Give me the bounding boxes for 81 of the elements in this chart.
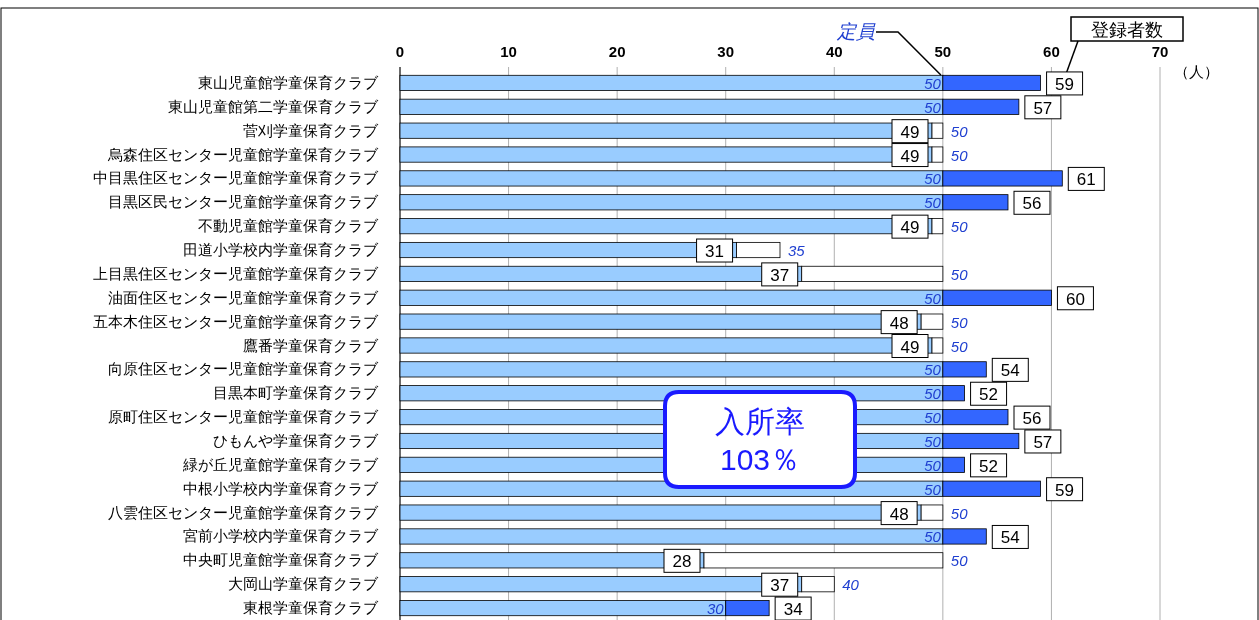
data-label: 49 <box>900 218 920 238</box>
x-tick-label: 70 <box>1151 43 1169 60</box>
x-tick-label: 0 <box>395 43 405 60</box>
annotation: 61 <box>1076 170 1096 190</box>
annotation: 50 <box>950 504 969 522</box>
y-tick-label: 東根学童保育クラブ <box>243 599 379 617</box>
y-tick-label: 向原住区センター児童館学童保育クラブ <box>108 360 379 378</box>
x-tick-label: 50 <box>934 43 952 60</box>
data-label: 31 <box>705 242 725 262</box>
data-label: 49 <box>900 122 920 142</box>
y-tick-label: 東山児童館第二学童保育クラブ <box>168 97 379 115</box>
annotation: 57 <box>1033 98 1053 118</box>
data-label: 30 <box>707 600 725 618</box>
x-tick-label: 40 <box>825 43 843 60</box>
y-tick-label: ひもんや学童保育クラブ <box>213 431 379 449</box>
y-tick-label: 不動児童館学童保育クラブ <box>198 217 379 235</box>
y-tick-label: 目黒区民センター児童館学童保育クラブ <box>108 193 379 211</box>
data-label: 50 <box>924 361 942 379</box>
data-label: 37 <box>770 265 790 285</box>
y-tick-label: 田道小学校内学童保育クラブ <box>183 241 379 259</box>
y-tick-label: 中根小学校内学童保育クラブ <box>183 479 379 497</box>
annotation: 50 <box>950 218 969 236</box>
data-label: 48 <box>889 504 909 524</box>
x-tick-label: 20 <box>608 43 626 60</box>
y-tick-label: 中目黒住区センター児童館学童保育クラブ <box>93 169 379 187</box>
annotation: 50 <box>950 146 969 164</box>
annotation: 50 <box>950 122 969 140</box>
data-label: 50 <box>924 385 942 403</box>
y-tick-label: 中央町児童館学童保育クラブ <box>183 551 379 569</box>
data-label: 50 <box>924 409 942 427</box>
x-tick-label: 30 <box>717 43 735 60</box>
y-tick-label: 烏森住区センター児童館学童保育クラブ <box>107 145 379 163</box>
data-label: 50 <box>924 289 942 307</box>
annotation: 50 <box>950 265 969 283</box>
y-tick-label: 東山児童館学童保育クラブ <box>198 73 379 91</box>
annotation: 60 <box>1065 289 1085 309</box>
y-tick-label: 鷹番学童保育クラブ <box>243 336 379 354</box>
annotation: 56 <box>1022 409 1042 429</box>
y-tick-label: 上目黒住区センター児童館学童保育クラブ <box>93 264 379 282</box>
y-tick-label: 八雲住区センター児童館学童保育クラブ <box>108 503 379 521</box>
annotation: 50 <box>950 313 969 331</box>
annotation: 52 <box>979 385 999 405</box>
y-tick-label: 原町住区センター児童館学童保育クラブ <box>108 408 379 426</box>
data-label: 49 <box>900 146 920 166</box>
text: 登録者数 <box>1091 20 1163 40</box>
data-label: 37 <box>770 576 790 596</box>
data-label: 28 <box>672 552 692 572</box>
annotation: 52 <box>979 456 999 476</box>
annotation: 54 <box>1000 361 1020 381</box>
annotation: 35 <box>788 242 806 260</box>
y-tick-label: 緑が丘児童館学童保育クラブ <box>182 455 379 473</box>
data-label: 50 <box>924 480 942 498</box>
y-tick-label: 五本木住区センター児童館学童保育クラブ <box>93 312 379 330</box>
data-label: 50 <box>924 432 942 450</box>
annotation: 定員 <box>836 21 876 42</box>
y-tick-label: 菅刈学童保育クラブ <box>243 121 379 139</box>
y-tick-label: 大岡山学童保育クラブ <box>228 575 379 593</box>
y-tick-label: 目黒本町学童保育クラブ <box>213 384 379 402</box>
annotation: 56 <box>1022 194 1042 214</box>
x-tick-label: 10 <box>500 43 517 60</box>
annotation: 40 <box>842 576 860 594</box>
annotation: 34 <box>783 600 803 620</box>
data-label: 48 <box>889 313 909 333</box>
annotation: 50 <box>950 552 969 570</box>
annotation: 54 <box>1000 528 1020 548</box>
annotation: 59 <box>1055 480 1075 500</box>
data-label: 50 <box>924 74 942 92</box>
x-tick-label: 60 <box>1043 43 1060 60</box>
data-label: 50 <box>924 456 942 474</box>
x-axis-title: （人） <box>1173 63 1219 80</box>
data-label: 50 <box>924 98 942 116</box>
data-label: 50 <box>924 170 942 188</box>
annotation: 59 <box>1055 74 1075 94</box>
annotation: 入所率 103％ <box>715 405 805 476</box>
y-tick-label: 宮前小学校内学童保育クラブ <box>183 527 379 545</box>
annotation: 57 <box>1033 432 1053 452</box>
annotation: 50 <box>950 337 969 355</box>
data-label: 50 <box>924 194 942 212</box>
y-tick-label: 油面住区センター児童館学童保育クラブ <box>108 288 379 306</box>
data-label: 49 <box>900 337 920 357</box>
data-label: 50 <box>924 528 942 546</box>
